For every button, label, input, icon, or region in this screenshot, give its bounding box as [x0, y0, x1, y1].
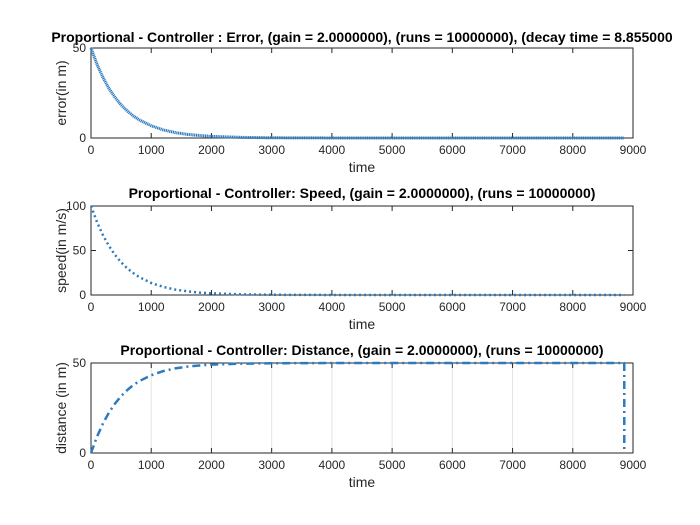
speed-ytick-label-2: 100 — [66, 199, 86, 213]
speed-series-line — [89, 205, 625, 297]
error-xlabel: time — [349, 159, 376, 175]
speed-xtick-label-5: 5000 — [379, 300, 406, 314]
error-xtick-label-3: 3000 — [258, 143, 285, 157]
speed-ytick-label-0: 0 — [79, 288, 86, 302]
error-xtick-label-1: 1000 — [138, 143, 165, 157]
error-xtick-label-0: 0 — [88, 143, 95, 157]
distance-axes-frame — [90, 362, 634, 454]
error-series-line — [89, 47, 625, 140]
error-ticks: 0 1000 2000 3000 4000 5000 6000 7000 8000 9000 0 50 — [73, 41, 647, 157]
speed-axes-frame — [90, 205, 634, 296]
speed-xtick-label-8: 8000 — [559, 300, 586, 314]
distance-xtick-label-8: 8000 — [559, 458, 586, 472]
error-xtick-label-4: 4000 — [319, 143, 346, 157]
distance-xtick-label-7: 7000 — [499, 458, 526, 472]
distance-gridlines — [150, 363, 574, 453]
error-ytick-label-0: 0 — [79, 131, 86, 145]
speed-ylabel: speed(in m/s) — [53, 208, 69, 293]
error-xtick-label-9: 9000 — [620, 143, 647, 157]
distance-xlabel: time — [349, 474, 376, 490]
speed-xtick-label-3: 3000 — [258, 300, 285, 314]
error-xtick-label-2: 2000 — [198, 143, 225, 157]
distance-xtick-label-4: 4000 — [319, 458, 346, 472]
distance-subplot: Proportional - Controller: Distance, (ga… — [53, 342, 647, 490]
speed-ytick-label-1: 50 — [73, 244, 87, 258]
speed-xtick-label-7: 7000 — [499, 300, 526, 314]
error-ylabel: error(in m) — [53, 60, 69, 125]
distance-title: Proportional - Controller: Distance, (ga… — [120, 342, 603, 358]
speed-xtick-label-1: 1000 — [138, 300, 165, 314]
distance-xtick-label-6: 6000 — [439, 458, 466, 472]
distance-xtick-label-2: 2000 — [198, 458, 225, 472]
distance-ytick-label-0: 0 — [79, 446, 86, 460]
speed-xtick-label-0: 0 — [88, 300, 95, 314]
error-xtick-label-8: 8000 — [559, 143, 586, 157]
speed-xlabel: time — [349, 316, 376, 332]
error-title: Proportional - Controller : Error, (gain… — [51, 29, 673, 45]
error-axes-frame — [90, 47, 634, 139]
error-subplot: Proportional - Controller : Error, (gain… — [51, 29, 673, 175]
distance-xtick-label-5: 5000 — [379, 458, 406, 472]
distance-ytick-label-1: 50 — [73, 356, 87, 370]
speed-title: Proportional - Controller: Speed, (gain … — [129, 185, 596, 201]
speed-xtick-label-6: 6000 — [439, 300, 466, 314]
distance-xtick-label-1: 1000 — [138, 458, 165, 472]
distance-ylabel: distance (in m) — [53, 362, 69, 454]
speed-xtick-label-2: 2000 — [198, 300, 225, 314]
error-xtick-label-5: 5000 — [379, 143, 406, 157]
speed-xtick-label-4: 4000 — [319, 300, 346, 314]
error-xtick-label-7: 7000 — [499, 143, 526, 157]
error-xtick-label-6: 6000 — [439, 143, 466, 157]
speed-xtick-label-9: 9000 — [620, 300, 647, 314]
speed-ticks: 0 1000 2000 3000 4000 5000 6000 7000 8000 9000 0 50… — [66, 199, 647, 314]
distance-xtick-label-9: 9000 — [620, 458, 647, 472]
error-ytick-label-1: 50 — [73, 41, 87, 55]
distance-series-line — [89, 361, 626, 454]
speed-subplot: Proportional - Controller: Speed, (gain … — [53, 185, 647, 332]
distance-xtick-label-0: 0 — [88, 458, 95, 472]
distance-xtick-label-3: 3000 — [258, 458, 285, 472]
